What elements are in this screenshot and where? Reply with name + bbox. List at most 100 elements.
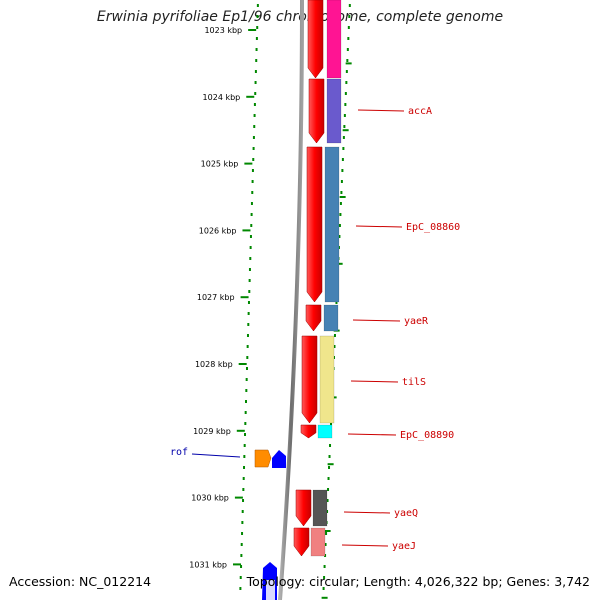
rof-gene [254, 449, 272, 468]
cds-arrow [306, 146, 323, 303]
ring-dot-inner [255, 48, 258, 51]
ring-dot-inner [256, 26, 259, 29]
ring-dot-outer [333, 345, 336, 348]
scale-tick [238, 363, 247, 365]
ring-dot-outer [328, 455, 331, 458]
ring-dot-inner [242, 499, 245, 502]
ring-dot-outer [324, 543, 327, 546]
ring-dot-inner [239, 587, 242, 590]
ring-dot-inner [256, 4, 259, 7]
ring-dot-inner [254, 81, 257, 84]
ring-dot-inner [241, 532, 244, 535]
ring-dot-inner [246, 356, 249, 359]
ring-dot-outer [343, 114, 346, 117]
ring-dot-outer [329, 444, 332, 447]
scale-tick [240, 296, 249, 299]
ring-dot-outer [347, 26, 350, 29]
ring-dot-inner [253, 103, 256, 106]
ring-dot-inner [249, 246, 252, 249]
gene-label-yaej: yaeJ [392, 541, 416, 552]
scale-label: 1028 kbp [195, 360, 233, 369]
ring-dot-outer [330, 422, 333, 425]
ring-dot-inner [251, 169, 254, 172]
ring-dot-inner [253, 114, 256, 117]
ring-dot-outer [324, 554, 327, 557]
ring-dot-inner [254, 70, 257, 73]
ring-dot-outer [348, 15, 351, 18]
scale-tick-minor [324, 530, 331, 532]
ring-dot-inner [241, 521, 244, 524]
ring-dot-inner [255, 37, 258, 40]
gene-label-epc-08860-leader [355, 225, 403, 228]
scale-tick [233, 563, 242, 566]
scale-tick-minor [336, 262, 343, 265]
scale-label: 1027 kbp [197, 293, 235, 302]
ring-dot-inner [250, 224, 253, 227]
ring-dot-inner [253, 125, 256, 128]
gene-label-acca: accA [408, 106, 432, 117]
ring-dot-inner [252, 158, 255, 161]
ring-dot-inner [248, 290, 251, 293]
scale-label: 1031 kbp [189, 560, 227, 569]
cds-arrow [295, 489, 312, 527]
scale-tick [248, 29, 257, 31]
ring-dot-inner [251, 191, 254, 194]
gene-label-tils-leader [350, 380, 399, 383]
scale-tick [242, 229, 251, 232]
ring-dot-outer [344, 92, 347, 95]
ring-dot-outer [327, 477, 330, 480]
ring-dot-inner [243, 444, 246, 447]
ring-dot-outer [343, 125, 346, 128]
ring-dot-outer [341, 169, 344, 172]
ring-dot-outer [345, 70, 348, 73]
ring-dot-outer [344, 103, 347, 106]
ring-dot-outer [323, 576, 326, 579]
ring-dot-inner [244, 433, 247, 436]
ring-dot-inner [246, 334, 249, 337]
gene-block [326, 78, 342, 144]
gene-block [326, 0, 342, 79]
scale-tick-minor [345, 62, 352, 65]
scale-label: 1024 kbp [203, 93, 241, 102]
ring-dot-inner [255, 59, 258, 62]
scale-tick-minor [339, 196, 346, 198]
ring-dot-inner [247, 312, 250, 315]
ring-dot-inner [245, 400, 247, 403]
ring-dot-outer [347, 37, 350, 40]
ring-dot-outer [346, 48, 349, 51]
cds-arrow [305, 304, 322, 332]
cds-arrow [293, 527, 310, 557]
ring-dot-outer [345, 81, 348, 84]
gene-label-yaer-leader [352, 319, 401, 322]
scale-label: 1023 kbp [204, 26, 242, 35]
gene-block [317, 424, 333, 439]
ring-dot-inner [247, 323, 250, 326]
ring-dot-inner [245, 378, 248, 381]
cds-arrow [300, 424, 317, 439]
ring-dot-inner [252, 136, 255, 139]
accession-text: Accession: NC_012214 [9, 574, 152, 589]
cds-arrow [308, 78, 325, 144]
cds-arrow [307, 0, 324, 79]
scale-label: 1025 kbp [201, 160, 239, 169]
ring-dot-inner [247, 301, 250, 304]
ring-dot-inner [252, 147, 255, 150]
ring-dot-inner [249, 257, 252, 260]
ring-dot-inner [254, 92, 257, 95]
ring-dot-outer [328, 466, 331, 469]
ring-dot-outer [342, 147, 345, 150]
gene-block [324, 146, 340, 303]
ring-dot-inner [244, 411, 247, 414]
gene-label-rof: rof [170, 447, 188, 458]
gene-label-yaeq: yaeQ [394, 508, 418, 519]
ring-dot-inner [240, 565, 243, 568]
scale-tick [246, 95, 255, 98]
ring-dot-outer [322, 587, 325, 590]
cds-arrow [301, 335, 318, 424]
ring-dot-inner [243, 455, 246, 458]
scale-label: 1026 kbp [199, 226, 237, 235]
ring-dot-inner [241, 510, 244, 513]
scale-tick [236, 429, 245, 432]
ring-dot-inner [250, 213, 253, 216]
ring-dot-outer [333, 334, 336, 337]
